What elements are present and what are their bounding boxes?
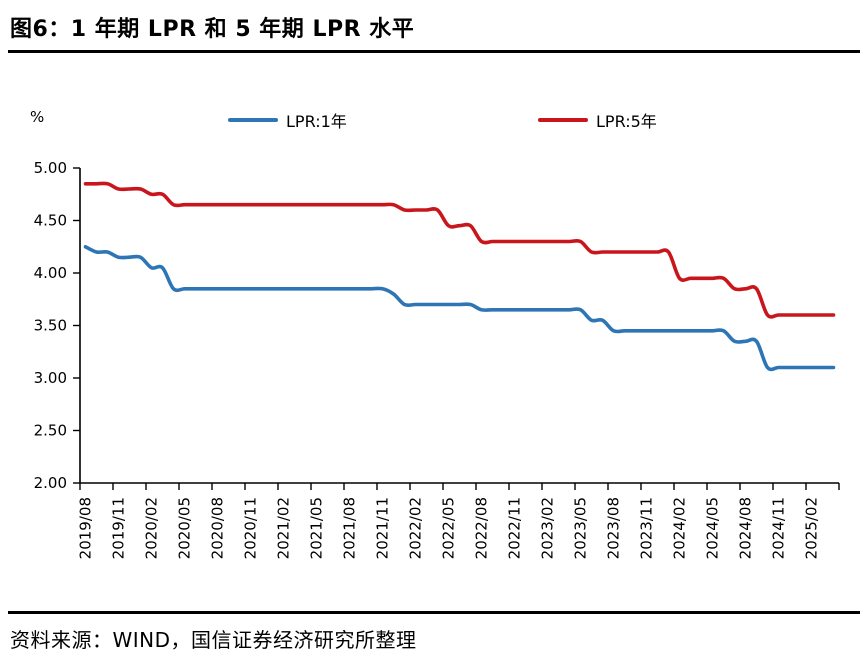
x-axis-tick-label: 2024/05 — [704, 497, 722, 559]
y-axis-tick-label: 4.00 — [34, 264, 67, 282]
x-axis-tick-label: 2021/11 — [374, 497, 392, 559]
x-axis-tick-label: 2020/05 — [176, 497, 194, 559]
y-axis-tick-label: 2.00 — [34, 474, 67, 492]
x-axis-tick-label: 2025/02 — [803, 497, 821, 559]
y-axis-tick-label: 5.00 — [34, 159, 67, 177]
x-axis-tick-label: 2020/08 — [209, 497, 227, 559]
source-note: 资料来源：WIND，国信证券经济研究所整理 — [10, 628, 417, 652]
figure-title: 图6：1 年期 LPR 和 5 年期 LPR 水平 — [10, 17, 415, 42]
x-axis-tick-label: 2024/08 — [737, 497, 755, 559]
x-axis-tick-label: 2020/11 — [242, 497, 260, 559]
chart-plot-area: 5.00 4.50 4.00 3.50 3.00 2.50 2.00 2019/08 2019/… — [34, 159, 840, 559]
x-axis-tick-label: 2023/08 — [605, 497, 623, 559]
title-divider — [8, 50, 860, 53]
legend-label-lpr-5y: LPR:5年 — [596, 112, 657, 131]
legend-item-lpr-5y: LPR:5年 — [538, 108, 657, 132]
y-axis-tick-label: 3.00 — [34, 369, 67, 387]
x-axis-tick-label: 2022/08 — [473, 497, 491, 559]
x-axis-tick-label: 2022/11 — [506, 497, 524, 559]
lpr-line-chart: % LPR:1年 LPR:5年 5.00 4.50 4.00 3.50 3.00 2.50… — [0, 60, 868, 610]
x-axis-tick-label: 2021/02 — [275, 497, 293, 559]
series-line-lpr-1y — [83, 245, 836, 372]
axis-lines — [79, 168, 839, 484]
x-axis-tick-label: 2022/02 — [407, 497, 425, 559]
y-axis-unit-label: % — [30, 108, 45, 126]
series-line-lpr-5y — [83, 181, 836, 319]
legend-label-lpr-1y: LPR:1年 — [286, 112, 347, 131]
y-axis-tick-label: 4.50 — [34, 212, 67, 230]
y-axis-tick-label: 3.50 — [34, 317, 67, 335]
legend-swatch-lpr-1y — [228, 118, 278, 122]
y-axis-tick-label: 2.50 — [34, 422, 67, 440]
x-axis-tick-label: 2024/11 — [770, 497, 788, 559]
x-axis-tick-label: 2024/02 — [671, 497, 689, 559]
x-axis-tick-label: 2023/02 — [539, 497, 557, 559]
x-axis-tick-label: 2020/02 — [143, 497, 161, 559]
footer-divider — [8, 611, 860, 614]
x-axis-tick-label: 2022/05 — [440, 497, 458, 559]
x-axis-tick-label: 2019/08 — [77, 497, 95, 559]
x-axis-tick-label: 2021/05 — [308, 497, 326, 559]
legend-swatch-lpr-5y — [538, 118, 588, 122]
x-axis-tick-label: 2021/08 — [341, 497, 359, 559]
x-axis-tick-label: 2023/11 — [638, 497, 656, 559]
x-axis-tick-label: 2019/11 — [110, 497, 128, 559]
x-axis-tick-label: 2023/05 — [572, 497, 590, 559]
legend-item-lpr-1y: LPR:1年 — [228, 108, 347, 132]
